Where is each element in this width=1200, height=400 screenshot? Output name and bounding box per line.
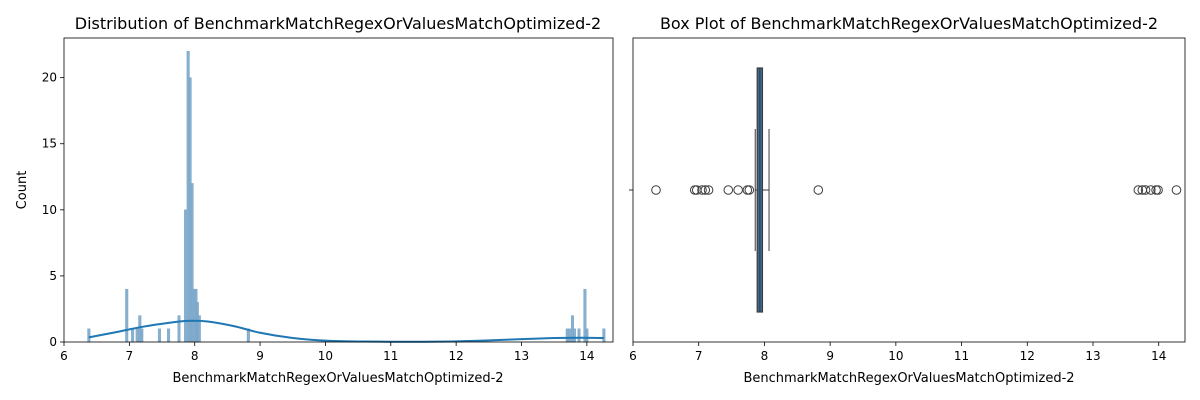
histogram-bar-21: [572, 328, 576, 343]
boxplot-x-tick-label-11: 11: [954, 349, 969, 363]
boxplot-outlier-5: [703, 185, 714, 195]
boxplot-frame: [632, 37, 1186, 343]
histogram-x-tick-label-8: 8: [191, 349, 199, 363]
boxplot-x-tick-label-14: 14: [1151, 349, 1166, 363]
histogram-x-tick-label-11: 11: [383, 349, 398, 363]
boxplot-title: Box Plot of BenchmarkMatchRegexOrValuesM…: [660, 14, 1158, 33]
histogram-bar-3: [135, 328, 139, 343]
boxplot-x-tick-label-8: 8: [761, 349, 769, 363]
histogram-x-label: BenchmarkMatchRegexOrValuesMatchOptimize…: [172, 371, 503, 386]
boxplot-x-tick-label-13: 13: [1085, 349, 1100, 363]
histogram-y-tick-label-5: 5: [49, 269, 57, 283]
histogram-x-tick-label-13: 13: [514, 349, 529, 363]
histogram-bar-7: [167, 328, 171, 343]
boxplot-outlier-0: [651, 185, 661, 195]
histogram-bar-9: [184, 209, 188, 343]
histogram-y-tick-label-0: 0: [49, 335, 57, 349]
histogram-bar-16: [197, 315, 201, 343]
histogram-y-tick-label-20: 20: [42, 71, 57, 85]
histogram-panel: Distribution of BenchmarkMatchRegexOrVal…: [15, 14, 614, 386]
histogram-bar-19: [568, 328, 572, 343]
boxplot-outlier-16: [1153, 185, 1163, 195]
boxplot-outliers: [651, 185, 1182, 195]
histogram-bar-18: [565, 328, 569, 343]
boxplot-x-tick-label-6: 6: [629, 349, 637, 363]
histogram-x-tick-label-14: 14: [579, 349, 594, 363]
histogram-x-tick-label-9: 9: [256, 349, 264, 363]
histogram-bar-6: [157, 328, 161, 343]
boxplot-outlier-17: [1171, 185, 1182, 195]
boxplot-outlier-13: [1140, 185, 1151, 195]
boxplot-outlier-15: [1151, 185, 1161, 195]
boxplot-x-label: BenchmarkMatchRegexOrValuesMatchOptimize…: [743, 371, 1074, 386]
boxplot-x-tick-label-7: 7: [695, 349, 703, 363]
histogram-bar-1: [125, 288, 129, 343]
boxplot-outlier-3: [697, 185, 707, 195]
histogram-x-tick-label-7: 7: [126, 349, 134, 363]
boxplot-x-tick-label-12: 12: [1020, 349, 1035, 363]
boxplot-body: [754, 67, 770, 313]
boxplot-panel: Box Plot of BenchmarkMatchRegexOrValuesM…: [629, 14, 1186, 386]
boxplot-outlier-14: [1146, 185, 1156, 195]
boxplot-x-tick-label-9: 9: [826, 349, 834, 363]
boxplot-outlier-6: [723, 185, 734, 195]
boxplot-outlier-10: [813, 185, 824, 195]
boxplot-outlier-11: [1133, 185, 1144, 195]
kde-curve: [88, 319, 604, 343]
histogram-frame: [63, 37, 614, 343]
boxplot-outlier-2: [691, 185, 702, 195]
histogram-bar-0: [87, 328, 91, 343]
histogram-bar-22: [577, 328, 581, 343]
histogram-y-ticks: 0 5 10 15 20: [42, 71, 64, 349]
histogram-y-tick-label-15: 15: [42, 137, 57, 151]
histogram-x-tick-label-10: 10: [318, 349, 333, 363]
boxplot-outlier-7: [733, 185, 743, 195]
boxplot-x-ticks: 6 7 8 9 10 11 12 13 14: [629, 342, 1166, 363]
histogram-bar-5: [140, 328, 144, 343]
histogram-title: Distribution of BenchmarkMatchRegexOrVal…: [75, 14, 601, 33]
histogram-bar-8: [177, 315, 181, 343]
histogram-bar-24: [585, 328, 589, 343]
histogram-x-ticks: 6 7 8 9 10 11 12 13 14: [60, 342, 594, 363]
histogram-bar-25: [602, 328, 606, 343]
histogram-y-tick-label-10: 10: [42, 203, 57, 217]
boxplot-outlier-9: [744, 185, 755, 195]
boxplot-outlier-4: [700, 185, 711, 195]
histogram-bars: [87, 51, 606, 343]
boxplot-x-tick-label-10: 10: [888, 349, 903, 363]
histogram-bar-2: [131, 328, 135, 343]
histogram-x-tick-label-12: 12: [449, 349, 464, 363]
histogram-y-label: Count: [15, 171, 30, 210]
boxplot-outlier-8: [742, 185, 753, 195]
histogram-x-tick-label-6: 6: [60, 349, 68, 363]
